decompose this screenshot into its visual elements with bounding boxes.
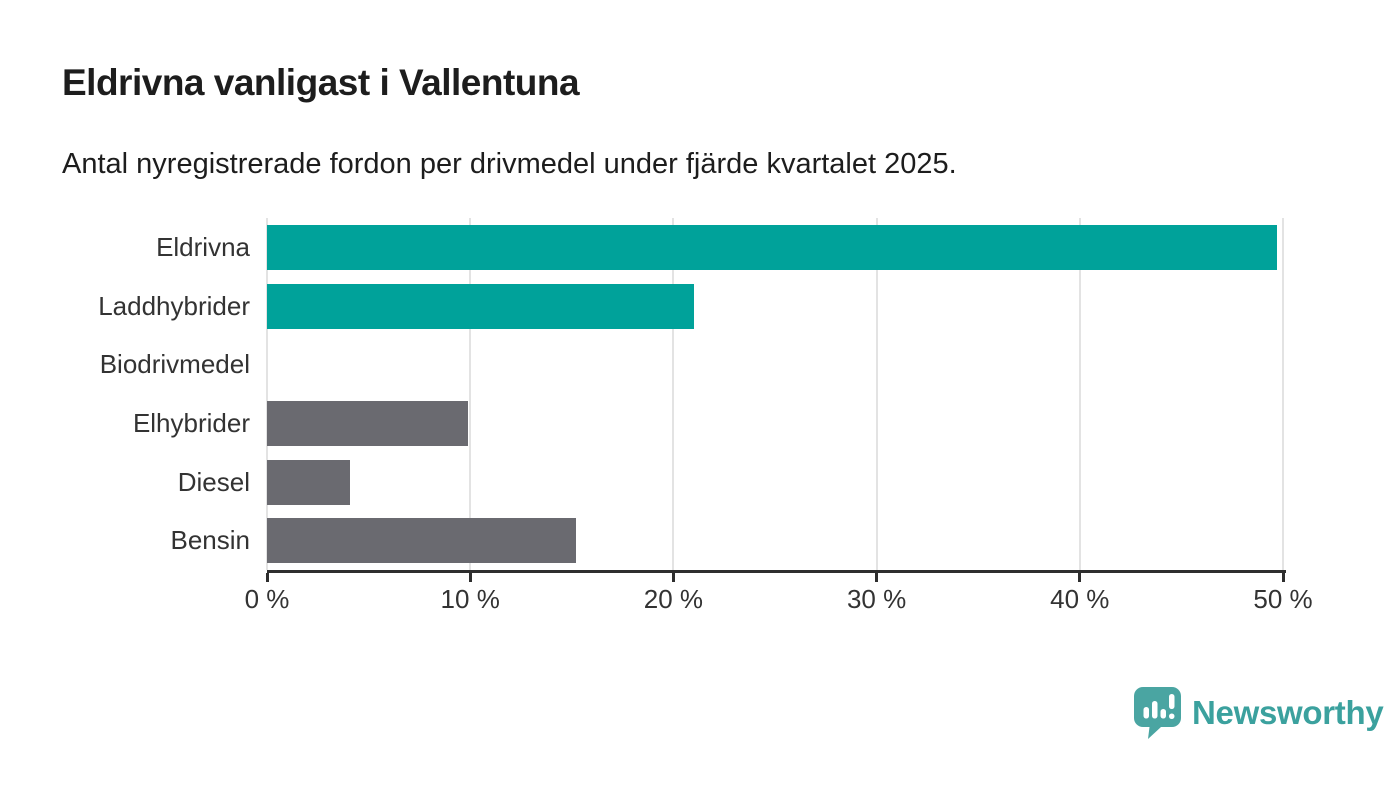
x-axis-tick-label: 10 % <box>440 584 500 614</box>
x-axis-tick <box>265 573 269 582</box>
x-axis-tick-label: 50 % <box>1253 584 1313 614</box>
bar-elhybrider <box>267 400 469 446</box>
y-axis-category-labels: Eldrivna Laddhybrider Biodrivmedel Elhybrid… <box>0 218 250 570</box>
chart-subtitle: Antal nyregistrerade fordon per drivmede… <box>62 148 957 180</box>
x-axis-tick-label: 40 % <box>1050 584 1110 614</box>
bar-diesel <box>267 459 351 505</box>
category-label-diesel: Diesel <box>177 466 250 497</box>
bar-eldrivna <box>267 224 1277 270</box>
x-axis-tick <box>1078 573 1082 582</box>
bar-laddhybrider <box>267 283 694 329</box>
gridline <box>1078 218 1081 570</box>
plot-area <box>266 218 1284 570</box>
category-label-elhybrider: Elhybrider <box>132 408 250 438</box>
gridline <box>469 218 472 570</box>
x-axis-tick-label: 30 % <box>846 584 907 614</box>
x-axis-tick <box>1281 573 1285 582</box>
x-axis-tick-label: 20 % <box>643 584 704 614</box>
gridline <box>875 218 878 570</box>
x-axis-tick-label: 0 % <box>244 584 290 614</box>
gridline <box>1282 218 1284 570</box>
gridline <box>266 218 268 570</box>
x-axis-tick <box>671 573 675 582</box>
x-axis-line <box>267 570 1286 573</box>
newsworthy-logo-text: Newsworthy <box>1192 694 1384 731</box>
category-label-laddhybrider: Laddhybrider <box>98 290 250 321</box>
newsworthy-logo: Newsworthy <box>1133 686 1384 740</box>
newsworthy-logo-icon <box>1134 687 1181 739</box>
gridline <box>672 218 675 570</box>
bar-bensin <box>267 518 576 564</box>
x-axis-tick <box>468 573 472 582</box>
category-label-eldrivna: Eldrivna <box>156 232 250 262</box>
chart-title: Eldrivna vanligast i Vallentuna <box>62 62 580 103</box>
category-label-bensin: Bensin <box>170 525 251 556</box>
category-label-biodrivmedel: Biodrivmedel <box>99 349 250 380</box>
x-axis-tick <box>875 573 879 582</box>
